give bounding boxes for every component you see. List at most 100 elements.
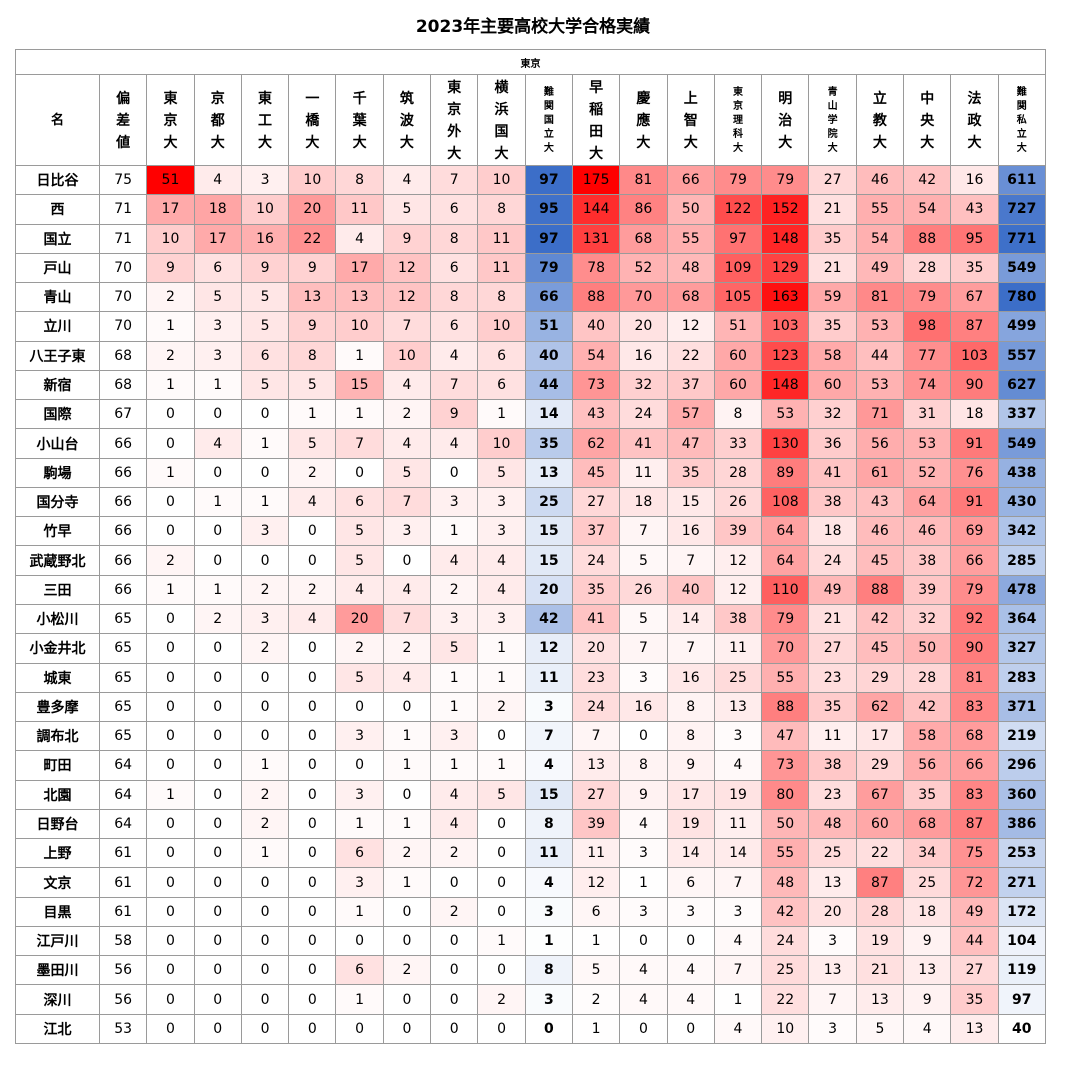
school-name: 町田 bbox=[15, 750, 100, 781]
cell-hosei: 91 bbox=[950, 428, 999, 459]
cell-keio: 5 bbox=[619, 603, 668, 635]
cell-chuo: 74 bbox=[903, 369, 952, 401]
cell-waseda: 39 bbox=[571, 808, 621, 840]
cell-meiji: 53 bbox=[761, 399, 810, 430]
cell-tsukuba: 10 bbox=[382, 340, 432, 371]
cell-chuo: 68 bbox=[903, 808, 952, 840]
column-header-nankan_kokuritsu: 難関国立大 bbox=[524, 74, 573, 166]
cell-sophia: 68 bbox=[666, 282, 715, 313]
cell-kyodai: 0 bbox=[193, 896, 242, 927]
cell-todai: 0 bbox=[146, 399, 195, 430]
cell-sophia: 7 bbox=[666, 633, 715, 664]
table-row: 江戸川 58 0 0 0 0 0 0 0 1 1 1 0 0 4 24 3 19 9 44 104 bbox=[15, 925, 1046, 957]
school-name: 国分寺 bbox=[15, 486, 100, 518]
cell-sophia: 7 bbox=[666, 545, 715, 576]
cell-nankan_shiritsu: 119 bbox=[997, 955, 1046, 986]
cell-tokodai: 0 bbox=[240, 984, 290, 1015]
table-row: 小松川 65 0 2 3 4 20 7 3 3 42 41 5 14 38 79 21 42 32 92 364 bbox=[15, 603, 1046, 635]
column-header-nankan_shiritsu: 難関私立大 bbox=[997, 74, 1046, 166]
table-row: 日比谷 75 51 4 3 10 8 4 7 10 97 175 81 66 79 79 27 46 42 16 611 bbox=[15, 164, 1046, 196]
cell-todai: 1 bbox=[146, 369, 195, 401]
cell-hitotsubashi: 0 bbox=[288, 516, 337, 547]
cell-tokodai: 1 bbox=[240, 838, 290, 869]
table-row: 調布北 65 0 0 0 0 3 1 3 0 7 7 0 8 3 47 11 17 58 68 219 bbox=[15, 721, 1046, 752]
cell-keio: 3 bbox=[619, 838, 668, 869]
cell-aoyama: 21 bbox=[808, 252, 857, 284]
cell-nankan_kokuritsu: 12 bbox=[524, 633, 573, 664]
cell-rikkyo: 28 bbox=[855, 896, 905, 927]
cell-nankan_shiritsu: 327 bbox=[997, 633, 1046, 664]
cell-hitotsubashi: 0 bbox=[288, 779, 337, 810]
cell-hitotsubashi: 0 bbox=[288, 838, 337, 869]
cell-aoyama: 38 bbox=[808, 486, 857, 518]
cell-nankan_shiritsu: 371 bbox=[997, 691, 1046, 723]
cell-nankan_shiritsu: 478 bbox=[997, 574, 1046, 605]
cell-yokokoku: 0 bbox=[477, 867, 526, 898]
cell-chiba: 7 bbox=[335, 428, 384, 459]
cell-gaidai: 7 bbox=[430, 164, 479, 196]
cell-rika: 39 bbox=[713, 516, 763, 547]
cell-tsukuba: 0 bbox=[382, 984, 432, 1015]
cell-tsukuba: 7 bbox=[382, 311, 432, 342]
cell-keio: 26 bbox=[619, 574, 668, 605]
cell-nankan_shiritsu: 40 bbox=[997, 1013, 1046, 1045]
cell-nankan_shiritsu: 430 bbox=[997, 486, 1046, 518]
cell-hosei: 13 bbox=[950, 1013, 999, 1045]
cell-waseda: 7 bbox=[571, 721, 621, 752]
cell-keio: 11 bbox=[619, 457, 668, 488]
column-header-yokokoku: 横浜国大 bbox=[477, 74, 526, 166]
table-row: 上野 61 0 0 1 0 6 2 2 0 11 11 3 14 14 55 25 22 34 75 253 bbox=[15, 838, 1046, 869]
cell-keio: 18 bbox=[619, 486, 668, 518]
cell-nankan_kokuritsu: 8 bbox=[524, 808, 573, 840]
cell-hensachi: 71 bbox=[98, 223, 148, 254]
cell-yokokoku: 1 bbox=[477, 925, 526, 957]
cell-tokodai: 3 bbox=[240, 164, 290, 196]
cell-chiba: 3 bbox=[335, 721, 384, 752]
cell-rika: 11 bbox=[713, 633, 763, 664]
column-header-keio: 慶應大 bbox=[619, 74, 668, 166]
cell-hensachi: 67 bbox=[98, 399, 148, 430]
cell-todai: 0 bbox=[146, 838, 195, 869]
table-row: 駒場 66 1 0 0 2 0 5 0 5 13 45 11 35 28 89 41 61 52 76 438 bbox=[15, 457, 1046, 488]
school-name: 青山 bbox=[15, 282, 100, 313]
cell-meiji: 108 bbox=[761, 486, 810, 518]
school-name: 竹早 bbox=[15, 516, 100, 547]
cell-gaidai: 6 bbox=[430, 252, 479, 284]
column-header-chiba: 千葉大 bbox=[335, 74, 384, 166]
cell-hosei: 69 bbox=[950, 516, 999, 547]
table-row: 国際 67 0 0 0 1 1 2 9 1 14 43 24 57 8 53 32 71 31 18 337 bbox=[15, 399, 1046, 430]
cell-sophia: 8 bbox=[666, 721, 715, 752]
cell-hitotsubashi: 5 bbox=[288, 428, 337, 459]
cell-todai: 2 bbox=[146, 340, 195, 371]
school-name: 上野 bbox=[15, 838, 100, 869]
cell-todai: 0 bbox=[146, 750, 195, 781]
cell-meiji: 110 bbox=[761, 574, 810, 605]
cell-waseda: 144 bbox=[571, 194, 621, 225]
school-name: 小山台 bbox=[15, 428, 100, 459]
cell-chuo: 52 bbox=[903, 457, 952, 488]
cell-rika: 25 bbox=[713, 662, 763, 693]
cell-hosei: 81 bbox=[950, 662, 999, 693]
table-row: 立川 70 1 3 5 9 10 7 6 10 51 40 20 12 51 103 35 53 98 87 499 bbox=[15, 311, 1046, 342]
cell-chiba: 6 bbox=[335, 955, 384, 986]
cell-hitotsubashi: 10 bbox=[288, 164, 337, 196]
cell-gaidai: 2 bbox=[430, 838, 479, 869]
cell-chuo: 31 bbox=[903, 399, 952, 430]
cell-todai: 0 bbox=[146, 808, 195, 840]
cell-kyodai: 0 bbox=[193, 399, 242, 430]
cell-chiba: 3 bbox=[335, 779, 384, 810]
cell-tsukuba: 3 bbox=[382, 516, 432, 547]
cell-yokokoku: 0 bbox=[477, 838, 526, 869]
cell-rikkyo: 29 bbox=[855, 662, 905, 693]
region-header: 東京 bbox=[15, 49, 1046, 75]
cell-rikkyo: 42 bbox=[855, 603, 905, 635]
cell-chuo: 64 bbox=[903, 486, 952, 518]
cell-tokodai: 5 bbox=[240, 282, 290, 313]
cell-rika: 51 bbox=[713, 311, 763, 342]
cell-keio: 3 bbox=[619, 662, 668, 693]
school-name: 駒場 bbox=[15, 457, 100, 488]
cell-chuo: 88 bbox=[903, 223, 952, 254]
cell-meiji: 55 bbox=[761, 838, 810, 869]
cell-hosei: 67 bbox=[950, 282, 999, 313]
cell-nankan_kokuritsu: 11 bbox=[524, 662, 573, 693]
